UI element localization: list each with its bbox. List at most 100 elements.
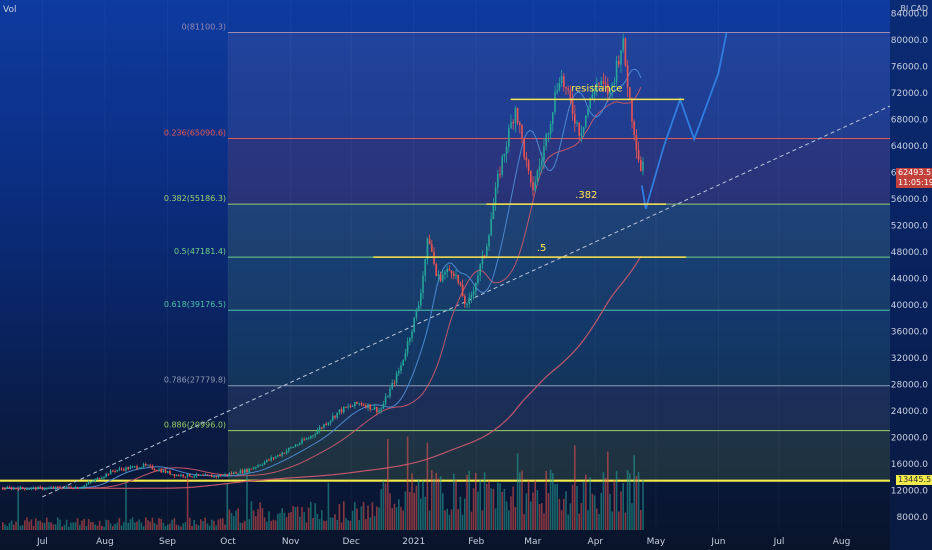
volume-bar: [558, 498, 561, 530]
fib-zone-0.786: [228, 385, 891, 431]
volume-bar: [65, 519, 68, 530]
price-tick: 32000.0: [891, 354, 928, 364]
fib-label-0.786: 0.786(27779.8): [164, 376, 226, 385]
volume-bar: [362, 501, 365, 530]
volume-bar: [263, 517, 266, 530]
volume-bar: [149, 521, 151, 530]
candle-body: [118, 468, 121, 470]
candle-body: [274, 456, 277, 459]
volume-bar: [222, 518, 224, 530]
candle-body: [602, 80, 605, 84]
candle-body: [19, 487, 22, 490]
volume-bar: [120, 525, 123, 530]
volume-bar: [182, 523, 184, 530]
price-tick: 68000.0: [891, 115, 928, 125]
volume-bar: [202, 521, 204, 530]
candle-body: [560, 76, 563, 83]
candle-body: [252, 467, 255, 469]
candle-body: [112, 470, 114, 472]
volume-bar: [332, 517, 334, 530]
candle-body: [270, 457, 272, 461]
volume-bar: [281, 508, 283, 530]
volume-bar: [246, 468, 248, 530]
candle-body: [404, 352, 407, 360]
time-tick: Mar: [524, 537, 541, 547]
price-axis: 8000.0 12000.0 16000.0 20000.0 24000.0 28000.…: [890, 0, 932, 550]
volume-bar: [589, 477, 591, 530]
candle-body: [321, 427, 323, 429]
candle-body: [343, 406, 345, 413]
volume-bar: [129, 519, 132, 530]
candle-body: [545, 134, 547, 147]
time-axis: Jul Aug Sep Oct Nov Dec 2021 Feb Mar Apr May Jun Jul…: [36, 0, 850, 547]
candle-body: [217, 475, 220, 478]
fib-lines: 0(81100.3) 0.236(65090.6) 0.382(55186.3) 0.…: [0, 22, 890, 482]
volume-bar: [98, 520, 101, 530]
candle-body: [323, 424, 325, 428]
candle-body: [92, 481, 94, 483]
candle-body: [380, 408, 382, 411]
candle-body: [206, 474, 209, 476]
volume-bar: [266, 521, 268, 530]
candle-body: [180, 474, 182, 476]
volume-bar: [387, 438, 389, 530]
candle-body: [131, 466, 134, 468]
moving-average-blue: [2, 68, 642, 489]
volume-bar: [290, 512, 292, 530]
volume-bar: [134, 522, 136, 530]
volume-bar: [431, 469, 433, 530]
volume-bar: [237, 508, 239, 530]
volume-bar: [457, 509, 459, 530]
price-tick: 72000.0: [891, 89, 928, 99]
candle-body: [384, 396, 387, 404]
volume-bar: [494, 508, 497, 530]
volume-bar: [600, 493, 602, 530]
volume-bar: [424, 496, 426, 530]
volume-bar: [162, 522, 165, 530]
candle-body: [611, 83, 613, 89]
volume-bar: [160, 518, 162, 530]
candle-body: [446, 268, 448, 273]
candle-body: [523, 138, 525, 158]
candle-body: [208, 474, 211, 476]
candle-body: [43, 488, 46, 490]
currency-label: BI CAD: [900, 4, 928, 13]
candle-body: [637, 149, 640, 160]
volume-bar: [68, 526, 70, 530]
volume-bar: [404, 491, 407, 530]
price-tick: 48000.0: [891, 248, 928, 258]
volume-bar: [314, 503, 316, 530]
volume-bar: [464, 498, 466, 530]
volume-bar: [41, 522, 44, 530]
candle-body: [182, 474, 184, 477]
price-tick: 16000.0: [891, 460, 928, 470]
candle-body: [79, 487, 81, 489]
candle-body: [536, 170, 539, 182]
volume-bar: [268, 511, 270, 530]
candle-body: [376, 406, 378, 412]
candle-body: [314, 434, 316, 436]
volume-bar: [233, 516, 235, 530]
volume-bar: [164, 525, 167, 530]
fib-label-0.886: 0.886(20996.0): [164, 421, 226, 430]
candle-body: [310, 436, 312, 439]
candle-body: [268, 459, 270, 461]
candle-body: [574, 114, 576, 124]
candle-body: [169, 471, 171, 475]
candle-body: [13, 488, 15, 490]
volume-bar: [329, 517, 332, 530]
candle-body: [189, 473, 191, 477]
candle-body: [281, 452, 283, 456]
candle-body: [65, 486, 68, 488]
candle-body: [428, 238, 431, 245]
volume-bar: [475, 472, 477, 530]
volume-bar: [153, 523, 156, 530]
volume-bar: [356, 508, 358, 530]
moving-average-fast: [2, 86, 642, 489]
volume-bar: [24, 520, 26, 530]
volume-bar: [105, 519, 107, 530]
volume-bar: [35, 518, 37, 530]
fib-label-0.618: 0.618(39176.5): [164, 300, 226, 309]
candle-body: [393, 382, 396, 384]
